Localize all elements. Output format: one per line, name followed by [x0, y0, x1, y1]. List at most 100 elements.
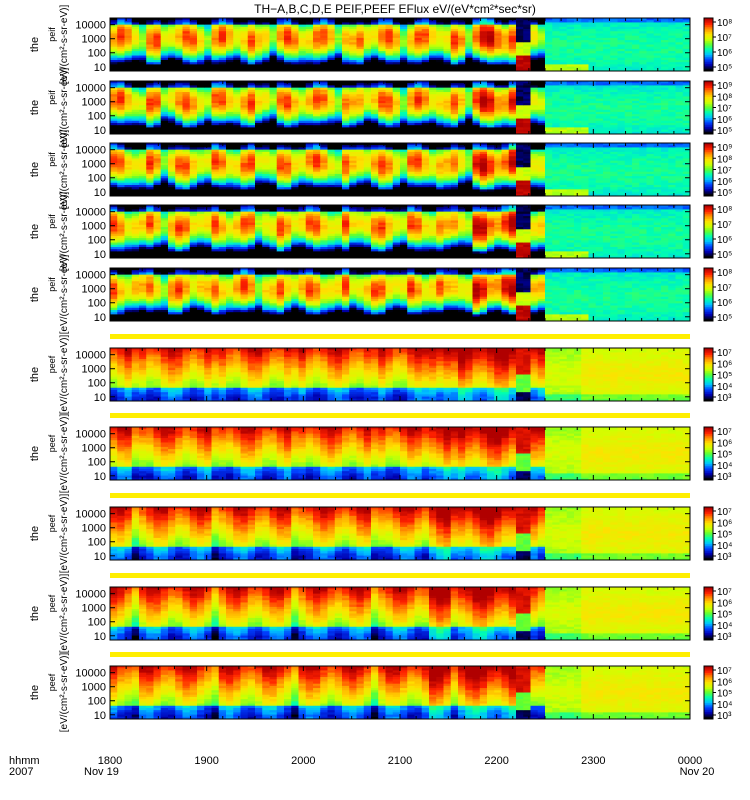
heatmap-cell: [421, 44, 430, 48]
heatmap-cell: [168, 87, 176, 91]
heatmap-cell: [182, 87, 191, 91]
heatmap-cell: [160, 55, 169, 59]
heatmap-cell: [443, 24, 452, 28]
heatmap-cell: [153, 18, 162, 21]
heatmap-cell: [407, 29, 415, 32]
heatmap-cell: [371, 35, 379, 39]
heatmap-cell: [617, 44, 626, 48]
heatmap-cell: [211, 57, 220, 61]
heatmap-cell: [124, 125, 133, 128]
heatmap-cell: [146, 109, 154, 113]
heatmap-cell: [559, 22, 568, 26]
heatmap-cell: [407, 31, 415, 34]
heatmap-cell: [414, 33, 423, 37]
heatmap-cell: [276, 62, 285, 65]
heatmap-cell: [356, 59, 365, 63]
heatmap-cell: [139, 33, 147, 37]
heatmap-cell: [465, 62, 473, 65]
heatmap-cell: [472, 59, 481, 63]
heatmap-cell: [153, 29, 162, 32]
heatmap-cell: [545, 29, 553, 32]
colorbar-segment: [704, 55, 713, 58]
heatmap-cell: [298, 33, 307, 37]
heatmap-cell: [189, 51, 198, 54]
heatmap-cell: [494, 53, 502, 56]
heatmap-cell: [682, 48, 691, 52]
heatmap-cell: [574, 20, 582, 23]
heatmap-cell: [117, 37, 125, 41]
heatmap-cell: [603, 22, 611, 26]
heatmap-cell: [617, 33, 626, 37]
heatmap-cell: [588, 33, 597, 37]
heatmap-cell: [175, 20, 183, 23]
heatmap-cell: [581, 53, 589, 56]
heatmap-cell: [197, 66, 205, 70]
heatmap-cell: [429, 57, 437, 61]
heatmap-cell: [182, 53, 191, 56]
heatmap-cell: [581, 42, 589, 45]
y-axis-label: the: [29, 100, 41, 115]
heatmap-cell: [110, 81, 118, 84]
heatmap-cell: [537, 64, 546, 67]
heatmap-cell: [131, 92, 140, 95]
heatmap-cell: [226, 51, 234, 54]
heatmap-cell: [392, 18, 401, 21]
heatmap-cell: [501, 51, 510, 54]
heatmap-cell: [537, 48, 546, 52]
heatmap-cell: [262, 68, 270, 72]
heatmap-cell: [465, 55, 473, 59]
heatmap-cell: [139, 57, 147, 61]
heatmap-cell: [131, 89, 140, 93]
heatmap-cell: [160, 53, 169, 56]
heatmap-cell: [334, 57, 343, 61]
heatmap-cell: [646, 37, 655, 41]
heatmap-cell: [682, 20, 691, 23]
heatmap-cell: [407, 24, 415, 28]
heatmap-cell: [334, 22, 343, 26]
heatmap-cell: [653, 26, 662, 30]
heatmap-cell: [110, 109, 118, 113]
colorbar-segment: [704, 39, 713, 42]
heatmap-cell: [124, 46, 133, 50]
heatmap-cell: [559, 42, 568, 45]
heatmap-cell: [392, 53, 401, 56]
heatmap-cell: [175, 48, 183, 52]
heatmap-cell: [168, 40, 176, 43]
heatmap-cell: [320, 57, 328, 61]
heatmap-cell: [363, 24, 372, 28]
heatmap-cell: [117, 24, 125, 28]
heatmap-cell: [131, 66, 140, 70]
heatmap-cell: [110, 55, 118, 59]
heatmap-cell: [182, 35, 191, 39]
heatmap-cell: [661, 62, 669, 65]
heatmap-cell: [653, 24, 662, 28]
heatmap-cell: [400, 68, 408, 72]
heatmap-cell: [537, 62, 546, 65]
heatmap-cell: [682, 33, 691, 37]
heatmap-cell: [653, 42, 662, 45]
heatmap-cell: [566, 59, 575, 63]
heatmap-cell: [153, 129, 162, 133]
colorbar-segment: [704, 62, 713, 65]
heatmap-cell: [327, 62, 336, 65]
heatmap-cell: [653, 66, 662, 70]
heatmap-cell: [436, 44, 444, 48]
heatmap-cell: [552, 31, 560, 34]
heatmap-cell: [313, 53, 321, 56]
heatmap-cell: [646, 48, 655, 52]
heatmap-cell: [110, 46, 118, 50]
heatmap-cell: [668, 44, 676, 48]
heatmap-cell: [545, 55, 553, 59]
y-tick-label: 10000: [75, 20, 106, 32]
heatmap-cell: [146, 129, 154, 133]
heatmap-cell: [443, 51, 452, 54]
heatmap-cell: [218, 57, 227, 61]
heatmap-cell: [262, 57, 270, 61]
heatmap-cell: [305, 48, 314, 52]
heatmap-cell: [682, 46, 691, 50]
heatmap-cell: [313, 64, 321, 67]
heatmap-cell: [124, 57, 133, 61]
heatmap-cell: [574, 35, 582, 39]
heatmap-cell: [610, 35, 618, 39]
heatmap-cell: [269, 66, 278, 70]
